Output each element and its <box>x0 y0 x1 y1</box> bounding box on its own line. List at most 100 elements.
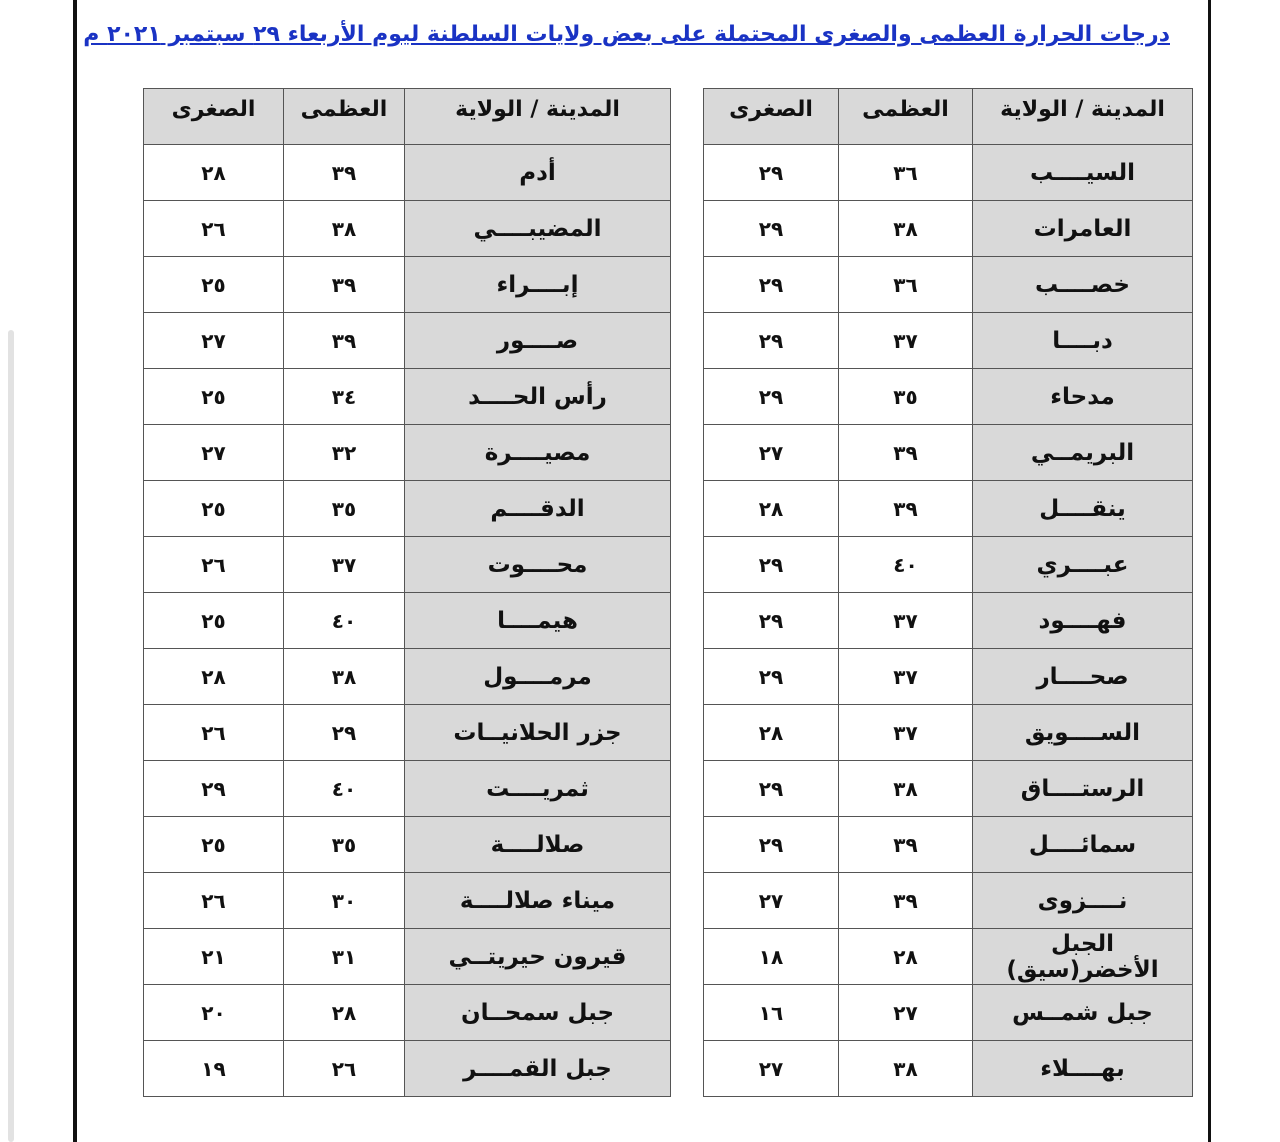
max-cell: ٢٨ <box>838 928 973 985</box>
max-cell: ٣٦ <box>838 144 973 201</box>
max-cell: ٣٩ <box>838 872 973 929</box>
min-cell: ٢٩ <box>703 144 839 201</box>
table-row: العامرات ٣٨ ٢٩ <box>703 200 1193 257</box>
city-cell: الرستــــاق <box>972 760 1193 817</box>
city-cell: عبــــري <box>972 536 1193 593</box>
min-cell: ٢٥ <box>143 256 284 313</box>
table-row: قيرون حيريتــي ٣١ ٢١ <box>143 928 671 985</box>
max-cell: ٣٧ <box>838 312 973 369</box>
city-cell: جزر الحلانيــات <box>404 704 671 761</box>
min-cell: ٢٥ <box>143 816 284 873</box>
min-cell: ٢٧ <box>703 872 839 929</box>
max-cell: ٣٥ <box>838 368 973 425</box>
max-cell: ٣٩ <box>283 144 405 201</box>
header-cell: الصغرى <box>703 88 839 145</box>
city-cell: مرمــــول <box>404 648 671 705</box>
city-cell: جبل القمــــر <box>404 1040 671 1097</box>
city-cell: مدحاء <box>972 368 1193 425</box>
min-cell: ١٩ <box>143 1040 284 1097</box>
max-cell: ٣٨ <box>838 760 973 817</box>
max-cell: ٣٨ <box>838 200 973 257</box>
city-cell: العامرات <box>972 200 1193 257</box>
city-cell: إبــــراء <box>404 256 671 313</box>
max-cell: ٢٨ <box>283 984 405 1041</box>
max-cell: ٣١ <box>283 928 405 985</box>
max-cell: ٢٦ <box>283 1040 405 1097</box>
min-cell: ٢٧ <box>703 1040 839 1097</box>
table-row: مصيــــرة ٣٢ ٢٧ <box>143 424 671 481</box>
min-cell: ٢٩ <box>703 368 839 425</box>
table-row: خصــــب ٣٦ ٢٩ <box>703 256 1193 313</box>
max-cell: ٣٩ <box>283 312 405 369</box>
max-cell: ٣٥ <box>283 816 405 873</box>
city-cell: جبل شمــس <box>972 984 1193 1041</box>
max-cell: ٢٧ <box>838 984 973 1041</box>
city-cell: الدقــــم <box>404 480 671 537</box>
max-cell: ٢٩ <box>283 704 405 761</box>
table-row: هيمــــا ٤٠ ٢٥ <box>143 592 671 649</box>
city-cell: ينقــــل <box>972 480 1193 537</box>
table-row: بهــــلاء ٣٨ ٢٧ <box>703 1040 1193 1097</box>
max-cell: ٣٢ <box>283 424 405 481</box>
min-cell: ٢٩ <box>703 592 839 649</box>
table-row: البريمــي ٣٩ ٢٧ <box>703 424 1193 481</box>
table-row: ثمريــــت ٤٠ ٢٩ <box>143 760 671 817</box>
header-row: المدينة / الولاية العظمى الصغرى <box>143 88 671 145</box>
min-cell: ٢٦ <box>143 536 284 593</box>
min-cell: ٢٩ <box>703 200 839 257</box>
min-cell: ٢٨ <box>143 144 284 201</box>
max-cell: ٣٧ <box>838 592 973 649</box>
max-cell: ٤٠ <box>838 536 973 593</box>
max-cell: ٣٨ <box>283 200 405 257</box>
table-row: إبــــراء ٣٩ ٢٥ <box>143 256 671 313</box>
min-cell: ١٨ <box>703 928 839 985</box>
max-cell: ٣٧ <box>283 536 405 593</box>
max-cell: ٣٥ <box>283 480 405 537</box>
city-cell: نــــزوى <box>972 872 1193 929</box>
min-cell: ٢٦ <box>143 872 284 929</box>
table-row: المضيبــــي ٣٨ ٢٦ <box>143 200 671 257</box>
city-cell: أدم <box>404 144 671 201</box>
min-cell: ٢٩ <box>703 760 839 817</box>
min-cell: ٢٧ <box>143 312 284 369</box>
table-row: الجبل الأخضر(سيق) ٢٨ ١٨ <box>703 928 1193 985</box>
table-row: السيــــب ٣٦ ٢٩ <box>703 144 1193 201</box>
header-row: المدينة / الولاية العظمى الصغرى <box>703 88 1193 145</box>
min-cell: ٢٦ <box>143 704 284 761</box>
max-cell: ٣٩ <box>838 816 973 873</box>
table-row: الدقــــم ٣٥ ٢٥ <box>143 480 671 537</box>
table-row: صحــــار ٣٧ ٢٩ <box>703 648 1193 705</box>
max-cell: ٤٠ <box>283 760 405 817</box>
city-cell: محــــوت <box>404 536 671 593</box>
min-cell: ٢٩ <box>703 536 839 593</box>
min-cell: ٢٩ <box>703 256 839 313</box>
header-cell: المدينة / الولاية <box>972 88 1193 145</box>
table-row: ينقــــل ٣٩ ٢٨ <box>703 480 1193 537</box>
min-cell: ٢٧ <box>703 424 839 481</box>
table-row: رأس الحــــد ٣٤ ٢٥ <box>143 368 671 425</box>
table-row: نــــزوى ٣٩ ٢٧ <box>703 872 1193 929</box>
city-cell: ثمريــــت <box>404 760 671 817</box>
table-row: أدم ٣٩ ٢٨ <box>143 144 671 201</box>
table-row: جبل شمــس ٢٧ ١٦ <box>703 984 1193 1041</box>
table-row: فهــــود ٣٧ ٢٩ <box>703 592 1193 649</box>
temperature-table: المدينة / الولاية العظمى الصغرى السيــــب ٣٦… <box>703 88 1193 1097</box>
min-cell: ٢٧ <box>143 424 284 481</box>
temperature-table: المدينة / الولاية العظمى الصغرى أدم ٣٩ ٢٨ المض… <box>143 88 671 1097</box>
city-cell: الســــويق <box>972 704 1193 761</box>
header-cell: المدينة / الولاية <box>404 88 671 145</box>
table-row: مدحاء ٣٥ ٢٩ <box>703 368 1193 425</box>
table-row: عبــــري ٤٠ ٢٩ <box>703 536 1193 593</box>
title: درجات الحرارة العظمى والصغرى المحتملة عل… <box>83 22 1170 47</box>
min-cell: ٢٩ <box>143 760 284 817</box>
max-cell: ٤٠ <box>283 592 405 649</box>
city-cell: مصيــــرة <box>404 424 671 481</box>
city-cell: قيرون حيريتــي <box>404 928 671 985</box>
city-cell: رأس الحــــد <box>404 368 671 425</box>
table-row: صلالــــة ٣٥ ٢٥ <box>143 816 671 873</box>
max-cell: ٣٩ <box>283 256 405 313</box>
table-row: جبل سمحــان ٢٨ ٢٠ <box>143 984 671 1041</box>
min-cell: ٢٦ <box>143 200 284 257</box>
